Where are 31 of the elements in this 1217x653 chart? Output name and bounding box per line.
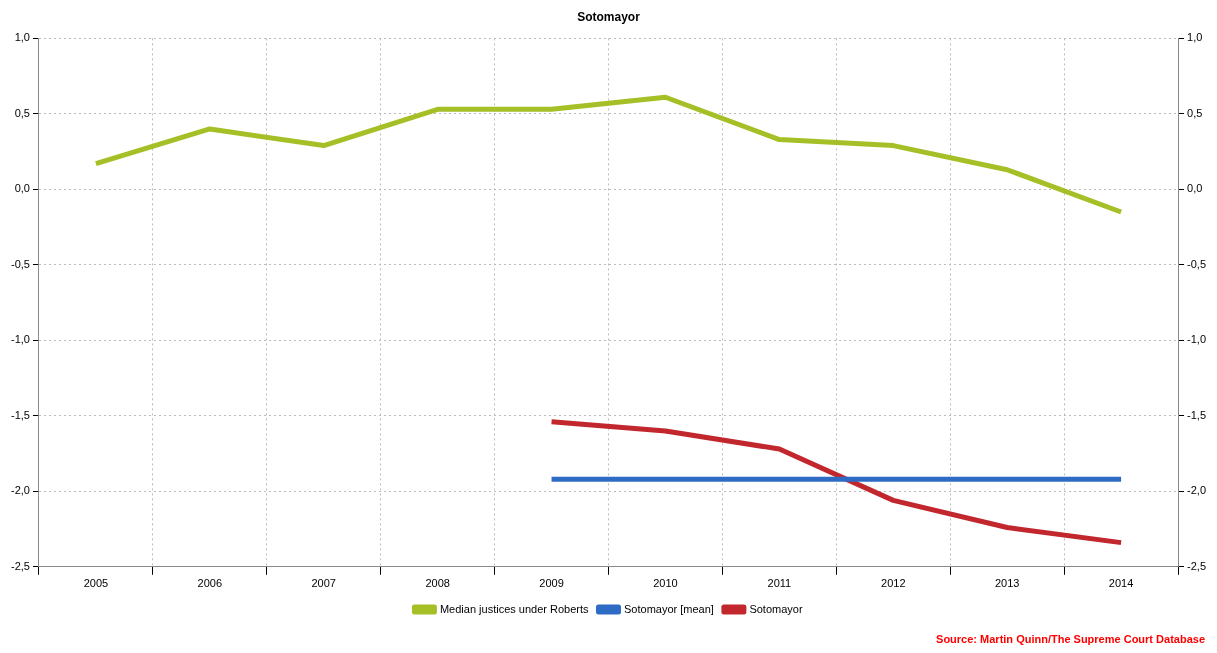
x-tick-label: 2013 <box>994 577 1020 590</box>
x-tick-label: 2007 <box>311 577 336 590</box>
y-tick-label: -1,0 <box>10 333 30 346</box>
x-tick-label: 2005 <box>83 577 109 590</box>
y-tick-label: 0,0 <box>14 182 30 195</box>
y2-tick-label: -2,5 <box>1187 559 1207 572</box>
y-tick-label: -0,5 <box>10 257 30 270</box>
source-note: Source: Martin Quinn/The Supreme Court Database <box>936 632 1205 645</box>
y2-tick-label: 0,0 <box>1187 182 1203 195</box>
x-tick-label: 2014 <box>1108 577 1134 590</box>
y-tick-label: -2,5 <box>10 559 30 572</box>
x-tick-label: 2011 <box>767 577 792 590</box>
x-tick-label: 2006 <box>197 577 223 590</box>
y-tick-label: -2,0 <box>10 484 30 497</box>
legend-label: Median justices under Roberts <box>439 602 590 615</box>
y2-tick-label: -0,5 <box>1187 257 1207 270</box>
y-tick-label: 1,0 <box>14 31 30 44</box>
y-tick-label: -1,5 <box>10 408 30 421</box>
legend-label: Sotomayor <box>749 602 803 615</box>
y2-tick-label: 0,5 <box>1187 106 1203 119</box>
x-tick-label: 2009 <box>539 577 564 590</box>
x-tick-label: 2012 <box>881 577 906 590</box>
y2-tick-label: 1,0 <box>1187 31 1203 44</box>
y-tick-label: 0,5 <box>14 106 30 119</box>
x-tick-label: 2008 <box>425 577 450 590</box>
x-tick-label: 2010 <box>653 577 678 590</box>
y2-tick-label: -1,5 <box>1187 408 1207 421</box>
y2-tick-label: -1,0 <box>1187 333 1207 346</box>
y2-tick-label: -2,0 <box>1187 484 1207 497</box>
chart-title: Sotomayor <box>577 9 641 24</box>
legend-label: Sotomayor [mean] <box>624 602 714 615</box>
